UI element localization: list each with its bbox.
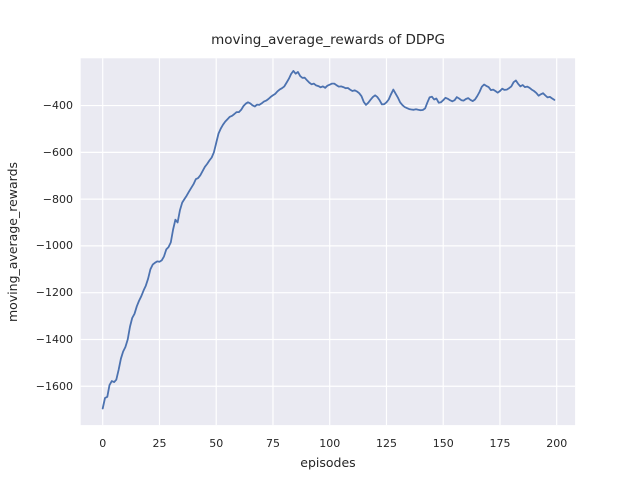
data-line bbox=[101, 70, 556, 410]
y-tick-label: −800 bbox=[42, 192, 73, 206]
y-tick-label: −400 bbox=[42, 99, 73, 113]
x-tick-label: 125 bbox=[375, 437, 397, 450]
x-tick-label: 75 bbox=[265, 437, 280, 450]
x-tick-label: 100 bbox=[319, 437, 341, 450]
x-tick-label: 25 bbox=[152, 437, 167, 450]
y-tick-label: −1200 bbox=[35, 286, 73, 300]
y-tick-label: −600 bbox=[42, 145, 73, 159]
x-tick-label: 0 bbox=[99, 437, 107, 450]
x-axis-label: episodes bbox=[300, 455, 356, 470]
x-tick-label: 50 bbox=[209, 437, 224, 450]
y-tick-label: −1000 bbox=[35, 239, 73, 253]
y-tick-label: −1400 bbox=[35, 332, 73, 346]
x-tick-label: 150 bbox=[432, 437, 454, 450]
x-tick-label: 200 bbox=[546, 437, 568, 450]
plot-background bbox=[80, 58, 576, 426]
y-tick-label: −1600 bbox=[35, 379, 73, 393]
x-tick-label: 175 bbox=[489, 437, 511, 450]
chart-title: moving_average_rewards of DDPG bbox=[211, 32, 445, 48]
